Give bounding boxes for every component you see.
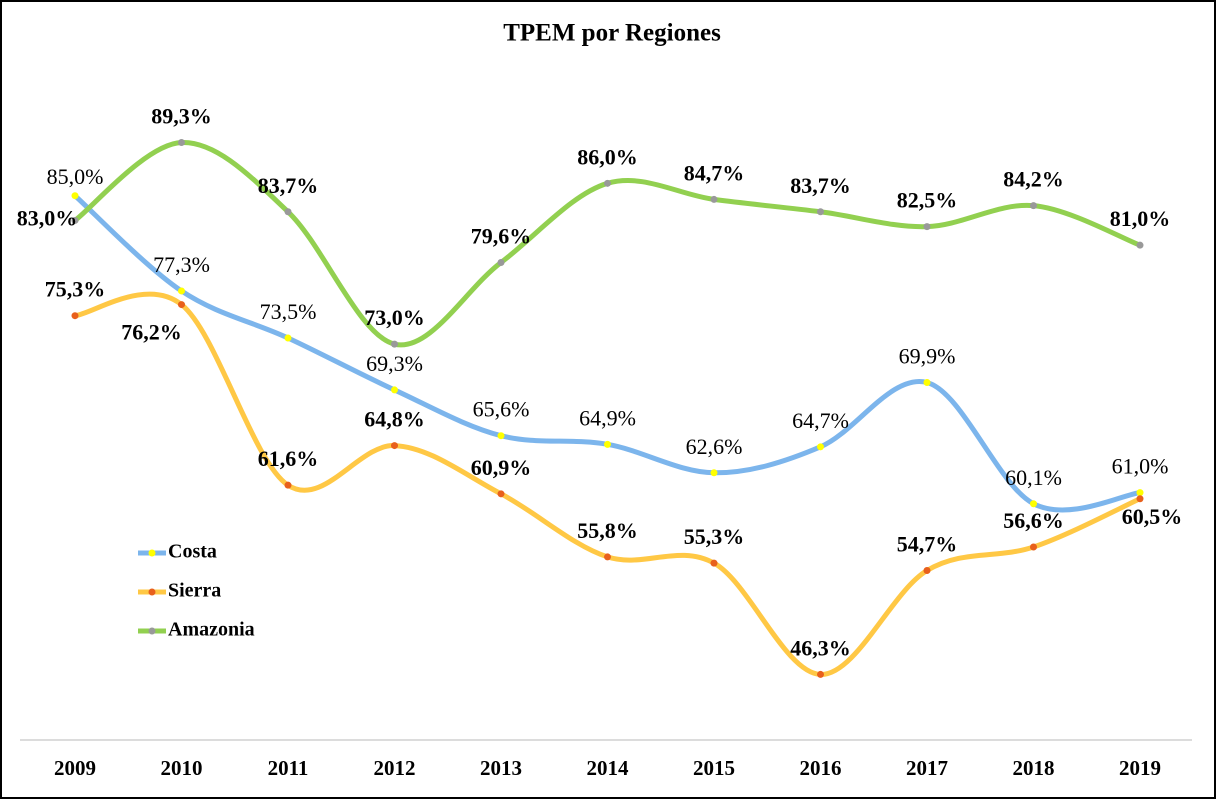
marker: [604, 179, 611, 187]
marker: [178, 139, 185, 147]
data-label: 62,6%: [686, 434, 743, 459]
x-tick-label: 2009: [54, 756, 96, 780]
series-line: [72, 193, 1143, 513]
data-label: 86,0%: [577, 144, 638, 169]
data-label: 69,3%: [366, 351, 423, 376]
marker: [923, 567, 931, 575]
marker: [1136, 495, 1144, 503]
marker: [71, 216, 79, 224]
data-label: 65,6%: [473, 397, 530, 422]
data-label: 76,2%: [121, 320, 182, 345]
data-label: 79,6%: [471, 224, 532, 249]
legend-label: Costa: [168, 541, 217, 563]
data-label: 55,8%: [577, 518, 638, 543]
x-tick-label: 2018: [1013, 756, 1055, 780]
data-label: 60,9%: [471, 455, 532, 480]
marker: [284, 334, 292, 342]
chart-title: TPEM por Regiones: [503, 20, 721, 47]
marker: [178, 301, 185, 309]
x-tick-label: 2017: [906, 756, 948, 780]
marker: [71, 192, 79, 200]
marker: [817, 443, 824, 451]
x-tick-label: 2016: [800, 756, 842, 780]
marker: [391, 340, 398, 348]
marker: [1136, 241, 1144, 249]
marker: [923, 223, 931, 231]
marker: [497, 259, 505, 267]
x-tick-label: 2015: [693, 756, 735, 780]
data-label: 81,0%: [1110, 206, 1171, 231]
marker: [817, 670, 824, 678]
marker: [71, 312, 79, 320]
data-label: 64,9%: [579, 405, 636, 430]
data-label: 46,3%: [790, 635, 851, 660]
x-tick-label: 2013: [480, 756, 522, 780]
x-tick-label: 2012: [374, 756, 416, 780]
data-label: 82,5%: [897, 188, 958, 213]
legend-marker: [148, 627, 156, 635]
marker: [710, 469, 718, 477]
marker: [284, 208, 292, 216]
marker: [1030, 202, 1037, 210]
marker: [497, 490, 505, 498]
marker: [284, 481, 292, 489]
marker: [1030, 500, 1037, 508]
data-label: 61,6%: [258, 446, 319, 471]
legend-marker: [148, 549, 156, 557]
data-label: 61,0%: [1112, 454, 1169, 479]
data-label: 73,5%: [260, 299, 317, 324]
x-tick-label: 2010: [161, 756, 203, 780]
marker: [497, 432, 505, 440]
legend-label: Amazonia: [168, 619, 255, 641]
data-label: 55,3%: [684, 524, 745, 549]
data-label: 83,7%: [790, 173, 851, 198]
marker: [604, 440, 611, 448]
x-tick-label: 2019: [1119, 756, 1161, 780]
data-label: 54,7%: [897, 532, 958, 557]
x-tick-label: 2011: [268, 756, 309, 780]
data-label: 75,3%: [45, 277, 106, 302]
marker: [1030, 543, 1037, 551]
data-label: 60,1%: [1005, 465, 1062, 490]
data-label: 89,3%: [151, 104, 212, 129]
data-label: 73,0%: [364, 305, 425, 330]
series-line: [72, 140, 1143, 348]
data-label: 64,8%: [364, 407, 425, 432]
data-label: 77,3%: [153, 252, 210, 277]
marker: [710, 559, 718, 567]
marker: [710, 195, 718, 203]
data-label: 84,2%: [1003, 167, 1064, 192]
data-label: 85,0%: [47, 164, 104, 189]
data-label: 60,5%: [1122, 504, 1183, 529]
legend-marker: [148, 588, 156, 596]
marker: [1136, 489, 1144, 497]
marker: [178, 287, 185, 295]
data-label: 56,6%: [1003, 508, 1064, 533]
marker: [391, 386, 398, 394]
x-tick-label: 2014: [587, 756, 630, 780]
marker: [604, 553, 611, 561]
data-label: 69,9%: [899, 344, 956, 369]
legend-label: Sierra: [168, 580, 221, 602]
data-label: 84,7%: [684, 160, 745, 185]
marker: [817, 208, 824, 216]
data-label: 64,7%: [792, 408, 849, 433]
marker: [923, 378, 931, 386]
data-label: 83,0%: [17, 205, 78, 230]
marker: [391, 442, 398, 450]
data-label: 83,7%: [258, 173, 319, 198]
